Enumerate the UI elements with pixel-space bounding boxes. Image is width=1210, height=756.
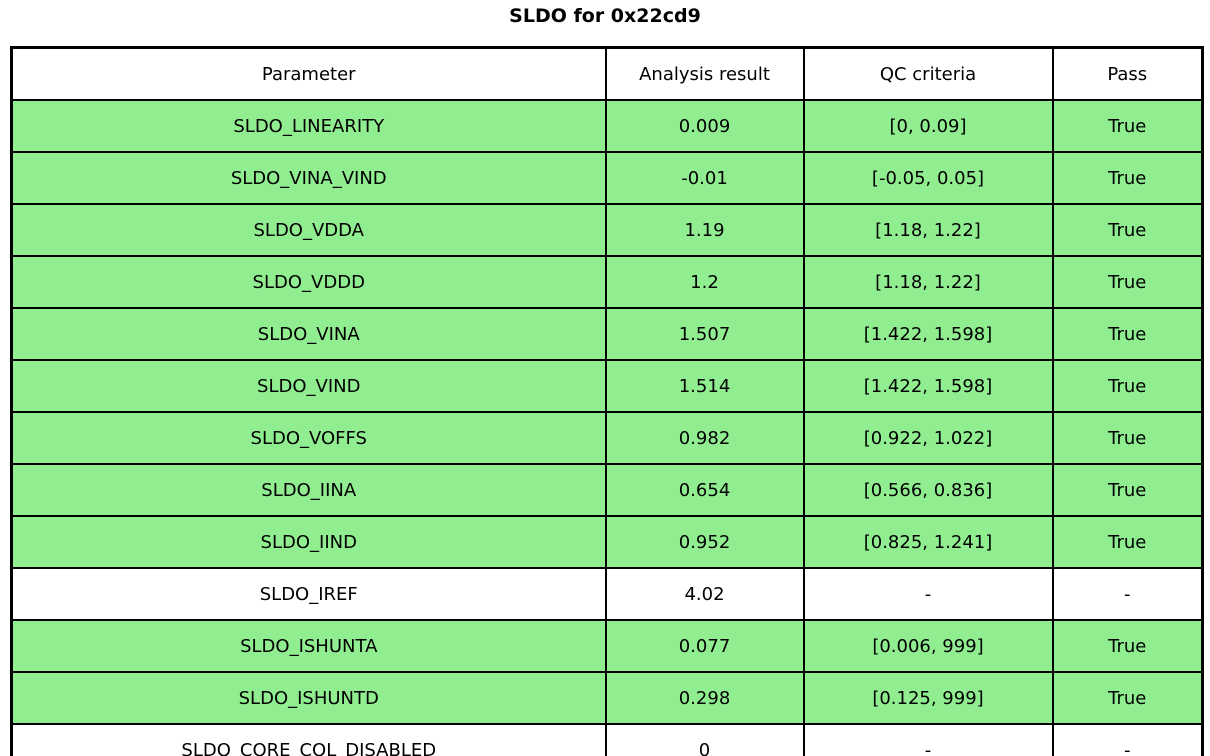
column-header-qc-criteria: QC criteria: [802, 46, 1054, 101]
analysis-result-cell: 1.507: [604, 307, 805, 361]
pass-cell: True: [1051, 359, 1204, 413]
analysis-result-cell: 1.514: [604, 359, 805, 413]
analysis-result-cell: 0.654: [604, 463, 805, 517]
analysis-result-cell: -0.01: [604, 151, 805, 205]
qc-criteria-cell: -: [802, 567, 1054, 621]
qc-criteria-cell: [1.18, 1.22]: [802, 255, 1054, 309]
qc-results-table: Parameter Analysis result QC criteria Pa…: [10, 46, 1204, 756]
header-row: Parameter Analysis result QC criteria Pa…: [10, 46, 1204, 101]
analysis-result-cell: 0.982: [604, 411, 805, 465]
qc-criteria-cell: [1.18, 1.22]: [802, 203, 1054, 257]
column-header-parameter: Parameter: [10, 46, 607, 101]
analysis-result-cell: 4.02: [604, 567, 805, 621]
table-row: SLDO_LINEARITY 0.009 [0, 0.09] True: [10, 99, 1204, 153]
table-row: SLDO_CORE_COL_DISABLED 0 - -: [10, 723, 1204, 756]
pass-cell: True: [1051, 515, 1204, 569]
table-row: SLDO_ISHUNTD 0.298 [0.125, 999] True: [10, 671, 1204, 725]
parameter-cell: SLDO_VOFFS: [10, 411, 607, 465]
table-body: SLDO_LINEARITY 0.009 [0, 0.09] True SLDO…: [10, 99, 1204, 756]
analysis-result-cell: 0: [604, 723, 805, 756]
parameter-cell: SLDO_VDDA: [10, 203, 607, 257]
qc-criteria-cell: [0.006, 999]: [802, 619, 1054, 673]
qc-criteria-cell: -: [802, 723, 1054, 756]
parameter-cell: SLDO_VDDD: [10, 255, 607, 309]
table-row: SLDO_VIND 1.514 [1.422, 1.598] True: [10, 359, 1204, 413]
table-header: Parameter Analysis result QC criteria Pa…: [10, 46, 1204, 101]
parameter-cell: SLDO_VIND: [10, 359, 607, 413]
qc-criteria-cell: [1.422, 1.598]: [802, 359, 1054, 413]
analysis-result-cell: 1.19: [604, 203, 805, 257]
table-row: SLDO_VOFFS 0.982 [0.922, 1.022] True: [10, 411, 1204, 465]
parameter-cell: SLDO_IREF: [10, 567, 607, 621]
pass-cell: True: [1051, 151, 1204, 205]
parameter-cell: SLDO_CORE_COL_DISABLED: [10, 723, 607, 756]
table-row: SLDO_IIND 0.952 [0.825, 1.241] True: [10, 515, 1204, 569]
table-row: SLDO_IREF 4.02 - -: [10, 567, 1204, 621]
pass-cell: True: [1051, 619, 1204, 673]
analysis-result-cell: 1.2: [604, 255, 805, 309]
qc-criteria-cell: [-0.05, 0.05]: [802, 151, 1054, 205]
pass-cell: True: [1051, 255, 1204, 309]
parameter-cell: SLDO_LINEARITY: [10, 99, 607, 153]
table-row: SLDO_ISHUNTA 0.077 [0.006, 999] True: [10, 619, 1204, 673]
analysis-result-cell: 0.009: [604, 99, 805, 153]
pass-cell: True: [1051, 671, 1204, 725]
table-row: SLDO_VINA_VIND -0.01 [-0.05, 0.05] True: [10, 151, 1204, 205]
pass-cell: -: [1051, 723, 1204, 756]
qc-criteria-cell: [0.825, 1.241]: [802, 515, 1054, 569]
pass-cell: True: [1051, 463, 1204, 517]
qc-criteria-cell: [0.125, 999]: [802, 671, 1054, 725]
parameter-cell: SLDO_IIND: [10, 515, 607, 569]
table-row: SLDO_VDDA 1.19 [1.18, 1.22] True: [10, 203, 1204, 257]
qc-criteria-cell: [1.422, 1.598]: [802, 307, 1054, 361]
pass-cell: True: [1051, 99, 1204, 153]
parameter-cell: SLDO_ISHUNTA: [10, 619, 607, 673]
pass-cell: True: [1051, 203, 1204, 257]
pass-cell: True: [1051, 411, 1204, 465]
pass-cell: -: [1051, 567, 1204, 621]
pass-cell: True: [1051, 307, 1204, 361]
table-row: SLDO_IINA 0.654 [0.566, 0.836] True: [10, 463, 1204, 517]
qc-criteria-cell: [0, 0.09]: [802, 99, 1054, 153]
analysis-result-cell: 0.298: [604, 671, 805, 725]
parameter-cell: SLDO_ISHUNTD: [10, 671, 607, 725]
column-header-pass: Pass: [1051, 46, 1204, 101]
figure-title: SLDO for 0x22cd9: [509, 5, 701, 27]
qc-criteria-cell: [0.566, 0.836]: [802, 463, 1054, 517]
table-row: SLDO_VDDD 1.2 [1.18, 1.22] True: [10, 255, 1204, 309]
qc-criteria-cell: [0.922, 1.022]: [802, 411, 1054, 465]
parameter-cell: SLDO_VINA: [10, 307, 607, 361]
analysis-result-cell: 0.077: [604, 619, 805, 673]
analysis-result-cell: 0.952: [604, 515, 805, 569]
parameter-cell: SLDO_VINA_VIND: [10, 151, 607, 205]
table-row: SLDO_VINA 1.507 [1.422, 1.598] True: [10, 307, 1204, 361]
parameter-cell: SLDO_IINA: [10, 463, 607, 517]
column-header-analysis-result: Analysis result: [604, 46, 805, 101]
